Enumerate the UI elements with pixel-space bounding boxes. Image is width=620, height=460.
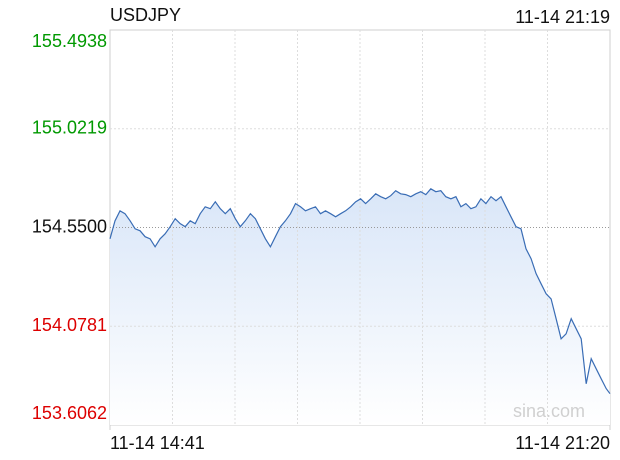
x-tick-label: 11-14 21:20 [515,433,610,453]
price-line [109,188,611,395]
x-tick-label: 11-14 14:41 [110,433,205,453]
y-tick-label: 155.0219 [32,118,107,138]
chart-title: USDJPY [110,5,181,25]
watermark: sina.com [513,401,585,421]
y-tick-label: 154.5500 [32,216,107,236]
y-tick-label: 153.6062 [32,403,107,423]
y-tick-label: 154.0781 [32,315,107,335]
timestamp: 11-14 21:19 [515,7,610,27]
y-tick-label: 155.4938 [32,31,107,51]
